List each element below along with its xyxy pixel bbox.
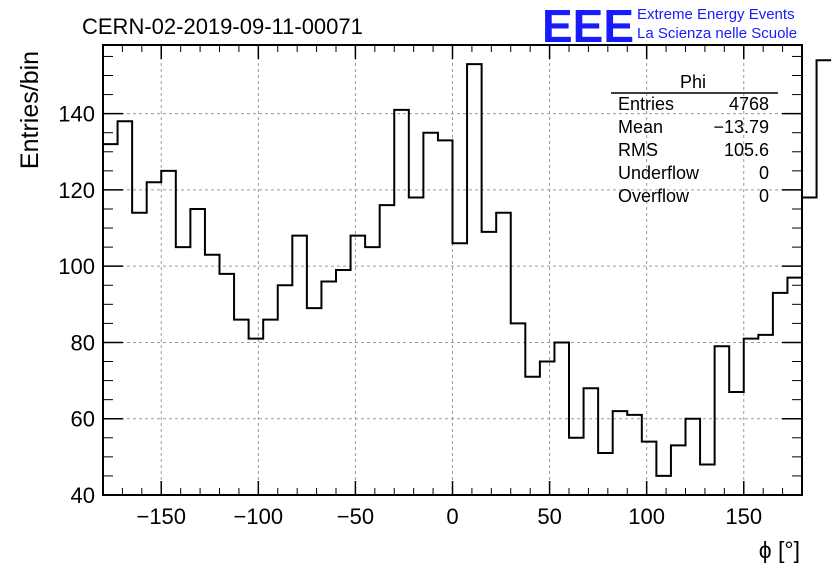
histogram-bin (278, 285, 293, 495)
histogram-bin (249, 339, 264, 495)
histogram-bin (161, 171, 176, 495)
histogram-bin (554, 342, 569, 495)
histogram-bin (787, 278, 802, 495)
x-tick-label: −100 (234, 504, 284, 529)
axis-ticks (103, 45, 802, 496)
histogram-bin (132, 213, 147, 495)
y-tick-label: 80 (71, 330, 95, 355)
y-axis-title: Entries/bin (16, 51, 44, 169)
histogram-bin (409, 198, 424, 495)
x-tick-label: −50 (337, 504, 374, 529)
logo-line-2: La Scienza nelle Scuole (637, 25, 797, 42)
x-tick-label: 100 (628, 504, 665, 529)
stats-label: Entries (618, 94, 674, 114)
histogram-bin (627, 415, 642, 495)
x-tick-label: 0 (446, 504, 458, 529)
histogram-bin (307, 308, 322, 495)
histogram-bin (118, 121, 133, 495)
histogram-bin (321, 281, 336, 495)
histogram-bin (511, 323, 526, 495)
histogram-bin (190, 209, 205, 495)
y-tick-label: 40 (71, 483, 95, 508)
stats-value: 0 (759, 186, 769, 206)
histogram-bin (351, 236, 366, 495)
histogram-bin (365, 247, 380, 495)
stats-label: Mean (618, 117, 663, 137)
x-tick-label: 50 (537, 504, 561, 529)
y-tick-label: 140 (58, 102, 95, 127)
histogram-bin (176, 247, 191, 495)
histogram-bin (496, 213, 511, 495)
stats-label: RMS (618, 140, 658, 160)
tick-labels: −150 −100 −50 0 50 100 150 40 60 80 100 120 140 (58, 102, 762, 529)
stats-value: 4768 (729, 94, 769, 114)
histogram-bin (700, 464, 715, 495)
histogram-bin (336, 270, 351, 495)
histogram-bin (802, 198, 817, 495)
stats-value: 105.6 (724, 140, 769, 160)
stats-title: Phi (680, 72, 706, 92)
histogram-bin (380, 205, 395, 495)
histogram-bin (642, 442, 657, 495)
histogram-bin (453, 243, 468, 495)
stats-value: −13.79 (713, 117, 769, 137)
histogram-bin (744, 339, 759, 495)
logo-line-1: Extreme Energy Events (637, 6, 795, 23)
y-tick-label: 60 (71, 407, 95, 432)
histogram-bin (525, 377, 540, 495)
y-tick-label: 120 (58, 178, 95, 203)
histogram-bin (482, 232, 497, 495)
histogram-outline (103, 59, 832, 477)
histogram-bin (540, 362, 555, 495)
histogram-bin (263, 320, 278, 495)
histogram-bin (292, 236, 307, 495)
histogram-bin (423, 133, 438, 495)
y-tick-label: 100 (58, 254, 95, 279)
histogram-bin (613, 411, 628, 495)
stats-label: Overflow (618, 186, 690, 206)
x-tick-label: −150 (136, 504, 186, 529)
histogram-bin (220, 274, 235, 495)
histogram-bin (103, 144, 118, 495)
histogram-series (103, 59, 832, 495)
histogram-bin (715, 346, 730, 495)
histogram-bin (394, 110, 409, 495)
eee-logo: EEE Extreme Energy Events La Scienza nel… (542, 0, 797, 52)
histogram-bin (147, 182, 162, 495)
histogram-bin (656, 476, 671, 495)
stats-box: Phi Entries 4768 Mean −13.79 RMS 105.6 Underfl… (611, 72, 778, 206)
histogram-bin (569, 438, 584, 495)
x-tick-label: 150 (725, 504, 762, 529)
histogram-bin (598, 453, 613, 495)
histogram-bin (817, 60, 832, 495)
logo-eee: EEE (542, 0, 634, 52)
histogram-bin (205, 255, 220, 495)
run-title: CERN-02-2019-09-11-00071 (82, 14, 363, 39)
x-axis-title: ϕ [°] (759, 537, 800, 563)
histogram-bin (686, 419, 701, 495)
histogram-bin (584, 388, 599, 495)
histogram-bin (671, 445, 686, 495)
histogram-bin (758, 335, 773, 495)
histogram-bin (438, 140, 453, 495)
stats-label: Underflow (618, 163, 700, 183)
histogram-bin (234, 320, 249, 495)
histogram-bin (729, 392, 744, 495)
histogram-bin (773, 293, 788, 495)
histogram-bin (467, 64, 482, 495)
stats-value: 0 (759, 163, 769, 183)
